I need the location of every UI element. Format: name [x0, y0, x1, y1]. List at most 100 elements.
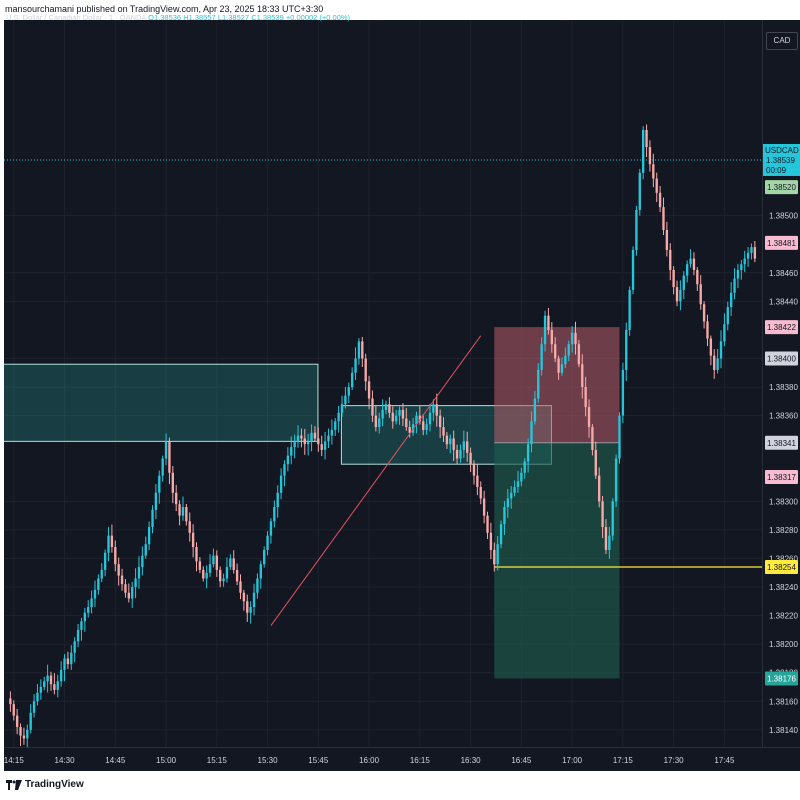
candle-body	[168, 441, 171, 473]
candle-body	[310, 432, 313, 442]
candle-body	[560, 364, 564, 373]
candle-body	[283, 464, 286, 476]
footer: TradingView	[0, 771, 800, 800]
legend-change: +0.00002 (+0.00%)	[285, 13, 351, 22]
publisher-strip: mansourchamani published on TradingView.…	[0, 0, 800, 20]
candle-body	[523, 461, 526, 473]
last-price-countdown: 00:09	[766, 166, 787, 175]
time-tick-label: 16:15	[410, 756, 431, 765]
candle-body	[729, 292, 733, 308]
candle-body	[567, 344, 570, 356]
candle-body	[689, 258, 692, 265]
candle-body	[723, 324, 726, 342]
candle-body	[672, 269, 675, 288]
candle-body	[746, 252, 750, 259]
last-price-value: 1.38539	[766, 156, 795, 165]
symbol-legend: U.S. Dollar / Canadian Dollar · 1 · OAND…	[6, 13, 350, 22]
candle-body	[699, 284, 702, 305]
candle-body	[432, 404, 435, 413]
candle-body	[137, 567, 141, 579]
candle-body	[205, 572, 208, 579]
candle-body	[87, 607, 90, 613]
candle-body	[202, 569, 205, 579]
legend-high: H1.38557	[183, 13, 216, 22]
candle-body	[158, 475, 161, 493]
candle-body	[371, 398, 374, 416]
chart-pane[interactable]	[4, 20, 762, 747]
currency-button[interactable]: CAD	[766, 32, 798, 50]
price-tag	[765, 351, 798, 366]
candle-body	[127, 592, 131, 599]
candle-body	[293, 441, 296, 448]
price-scale[interactable]: 1.38500 1.38460 1.38440 1.38400 1.38380 1.383…	[762, 20, 800, 747]
candle-body	[344, 395, 347, 405]
candle-body	[394, 415, 398, 422]
candle-body	[526, 444, 530, 462]
candle-body	[63, 658, 66, 670]
candle-body	[584, 387, 587, 408]
candle-body	[743, 258, 746, 265]
candle-body	[384, 404, 388, 410]
candle-body	[256, 578, 259, 593]
price-tick-label: 1.38160	[769, 697, 798, 706]
candle-body	[83, 612, 87, 622]
legend-close: C1.38539	[251, 13, 284, 22]
candle-body	[510, 492, 513, 499]
candle-body	[53, 684, 56, 690]
price-tick-label: 1.38460	[769, 269, 798, 278]
candle-body	[658, 192, 662, 208]
candle-body	[273, 507, 276, 522]
candle-body	[327, 435, 330, 442]
candle-body	[652, 164, 655, 179]
candle-body	[472, 464, 476, 476]
candle-body	[120, 575, 124, 585]
candle-body	[340, 404, 344, 413]
candle-body	[557, 358, 560, 373]
candle-body	[266, 535, 269, 550]
candle-body	[438, 415, 442, 428]
position-stop-area	[494, 327, 620, 443]
price-tag	[765, 435, 798, 450]
candle-body	[300, 435, 303, 439]
price-tag-label: 1.38176	[767, 674, 796, 683]
candle-body	[252, 592, 256, 608]
time-scale[interactable]: 14:15 14:30 14:45 15:00 15:15 15:30 15:45 16:00…	[4, 747, 800, 772]
publisher-line: mansourchamani published on TradingView.…	[5, 4, 324, 14]
candle-body	[171, 472, 174, 493]
candle-body	[520, 472, 523, 482]
candle-body	[537, 369, 540, 399]
tradingview-logo[interactable]: TradingView	[6, 779, 84, 790]
candle-body	[709, 338, 713, 356]
candle-body	[625, 329, 628, 370]
candle-body	[496, 544, 499, 565]
candle-body	[103, 552, 107, 570]
candle-body	[462, 441, 466, 450]
candle-body	[435, 404, 438, 416]
price-tag-label: 1.38317	[767, 473, 796, 482]
candle-body	[753, 247, 757, 259]
position-target-area	[494, 442, 620, 679]
candle-body	[736, 269, 740, 279]
candle-body	[543, 315, 547, 345]
candle-body	[191, 532, 195, 548]
candle-body	[702, 304, 706, 322]
candle-body	[43, 681, 46, 688]
candle-body	[618, 415, 621, 459]
price-tick-label: 1.38140	[769, 726, 798, 735]
candle-body	[594, 449, 597, 476]
candle-body	[90, 598, 93, 608]
candle-body	[493, 549, 496, 565]
candlestick-chart[interactable]	[4, 20, 762, 747]
candle-body	[32, 701, 36, 713]
price-tick-label: 1.38200	[769, 640, 798, 649]
candle-body	[367, 381, 371, 399]
candle-body	[219, 569, 222, 582]
candle-body	[15, 715, 19, 728]
candle-body	[398, 409, 401, 416]
candle-body	[26, 729, 29, 739]
candle-body	[489, 532, 493, 550]
candle-body	[110, 535, 114, 548]
candle-body	[719, 341, 723, 359]
price-tag	[765, 320, 798, 335]
price-tick-label: 1.38440	[769, 297, 798, 306]
